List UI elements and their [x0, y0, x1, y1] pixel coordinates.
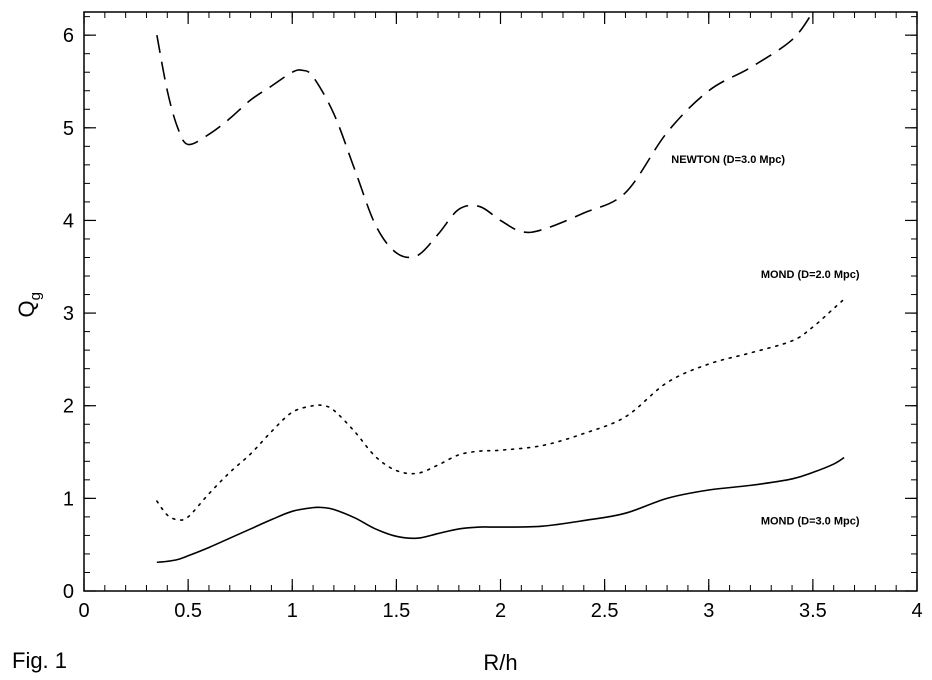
y-tick-label: 0 — [63, 581, 74, 603]
x-tick-label: 2.5 — [591, 600, 619, 622]
x-tick-label: 2 — [495, 600, 506, 622]
series-line-dashed — [156, 11, 814, 259]
annotations-layer: NEWTON (D=3.0 Mpc) MOND (D=2.0 Mpc) MOND (… — [671, 154, 860, 527]
series-annotation: NEWTON (D=3.0 Mpc) — [671, 154, 785, 166]
series-annotation: MOND (D=3.0 Mpc) — [761, 515, 860, 527]
series-layer — [156, 11, 845, 564]
x-tick-label: 4 — [911, 600, 922, 622]
series-line-dotted — [156, 298, 845, 521]
ticks-layer: 0 0.5 1 1.5 2 2.5 3 3.5 4 0 1 2 3 4 5 6 — [63, 12, 923, 622]
x-tick-label: 3.5 — [799, 600, 827, 622]
figure-label: Fig. 1 — [12, 648, 67, 673]
y-axis-label-main: Q — [14, 300, 39, 317]
y-tick-label: 3 — [63, 303, 74, 325]
x-tick-label: 0.5 — [174, 600, 202, 622]
x-tick-label: 1 — [287, 600, 298, 622]
x-axis-label: R/h — [483, 650, 517, 675]
y-tick-label: 4 — [63, 210, 74, 232]
x-tick-label: 0 — [78, 600, 89, 622]
x-tick-label: 3 — [703, 600, 714, 622]
y-tick-label: 6 — [63, 25, 74, 47]
series-annotation: MOND (D=2.0 Mpc) — [761, 269, 860, 281]
y-tick-label: 2 — [63, 396, 74, 418]
y-axis-label: Qg — [14, 292, 44, 317]
x-tick-label: 1.5 — [382, 600, 410, 622]
plot-frame — [83, 11, 918, 592]
y-tick-label: 1 — [63, 488, 74, 510]
y-tick-label: 5 — [63, 118, 74, 140]
series-line-solid — [156, 456, 845, 564]
y-axis-label-subscript: g — [27, 292, 44, 300]
